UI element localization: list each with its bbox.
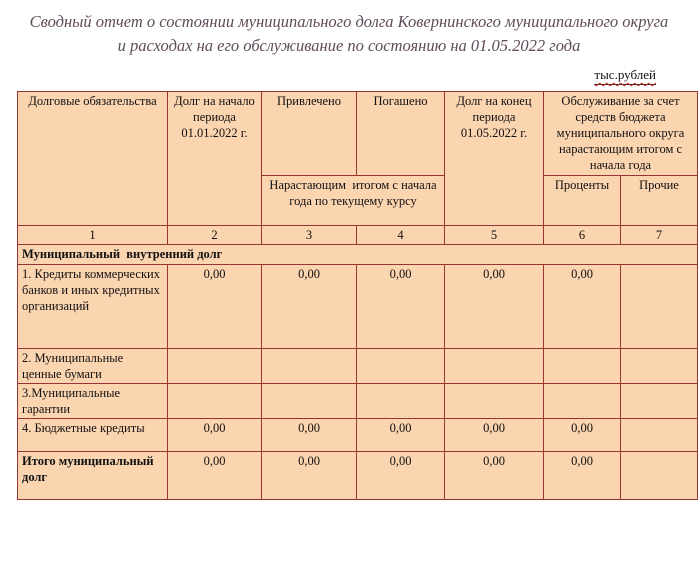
table-row-budget-credits: 4. Бюджетные кредиты 0,00 0,00 0,00 0,00… [17, 417, 698, 452]
header-row-1: Долговые обязательства Долг на начало пе… [17, 90, 698, 226]
row-label: 1. Кредиты коммерческих банков и иных кр… [17, 263, 168, 349]
value-cell [620, 347, 698, 384]
column-number: 4 [356, 224, 445, 245]
value-cell: 0,00 [444, 450, 544, 500]
row-label: Итого муниципальный долг [17, 450, 168, 500]
value-cell: 0,00 [356, 263, 445, 349]
value-cell: 0,00 [543, 450, 621, 500]
value-cell [543, 347, 621, 384]
header-cell-raised: Привлечено [261, 90, 357, 176]
table-row-commercial-credits: 1. Кредиты коммерческих банков и иных кр… [17, 263, 698, 349]
value-cell: 0,00 [167, 263, 262, 349]
section-title: Муниципальный внутренний долг [17, 243, 698, 265]
value-cell: 0,00 [261, 263, 357, 349]
column-number: 3 [261, 224, 357, 245]
value-cell: 0,00 [261, 417, 357, 452]
column-number: 1 [17, 224, 168, 245]
value-cell [620, 263, 698, 349]
value-cell [543, 382, 621, 419]
value-cell [444, 347, 544, 384]
value-cell: 0,00 [543, 417, 621, 452]
section-row-internal-debt: Муниципальный внутренний долг [17, 243, 698, 265]
value-cell: 0,00 [543, 263, 621, 349]
table-row-municipal-securities: 2. Муниципальные ценные бумаги [17, 347, 698, 384]
value-cell: 0,00 [261, 450, 357, 500]
header-cell-interest: Проценты [543, 174, 621, 226]
table-row-municipal-guarantees: 3.Муниципальные гарантии [17, 382, 698, 419]
value-cell: 0,00 [444, 263, 544, 349]
row-label: 4. Бюджетные кредиты [17, 417, 168, 452]
value-cell: 0,00 [356, 450, 445, 500]
column-number: 7 [620, 224, 698, 245]
value-cell [356, 382, 445, 419]
value-cell [167, 347, 262, 384]
row-label: 2. Муниципальные ценные бумаги [17, 347, 168, 384]
header-cell-other: Прочие [620, 174, 698, 226]
header-cell-cumulative: Нарастающим итогом с начала года по теку… [261, 174, 445, 226]
units-row: тыс.рублей [0, 67, 656, 85]
column-numbers-row: 1 2 3 4 5 6 7 [17, 224, 698, 245]
value-cell [261, 347, 357, 384]
header-cell-debt-end: Долг на конец периода 01.05.2022 г. [444, 90, 544, 226]
value-cell [356, 347, 445, 384]
value-cell: 0,00 [356, 417, 445, 452]
page-title: Сводный отчет о состоянии муниципального… [29, 12, 669, 55]
value-cell [261, 382, 357, 419]
debt-report-table: Долговые обязательства Долг на начало пе… [17, 90, 698, 500]
value-cell [620, 417, 698, 452]
header-cell-service-group: Обслуживание за счет средств бюджета мун… [543, 90, 698, 176]
column-number: 5 [444, 224, 544, 245]
value-cell [620, 450, 698, 500]
units-label: тыс.рублей [594, 67, 656, 85]
header-cell-obligations: Долговые обязательства [17, 90, 168, 226]
header-row-2: Нарастающим итогом с начала года по теку… [18, 174, 698, 226]
value-cell [620, 382, 698, 419]
table-row-total-municipal-debt: Итого муниципальный долг 0,00 0,00 0,00 … [17, 450, 698, 500]
header-cell-debt-start: Долг на начало периода 01.01.2022 г. [167, 90, 262, 226]
value-cell: 0,00 [167, 417, 262, 452]
value-cell: 0,00 [444, 417, 544, 452]
value-cell [444, 382, 544, 419]
header-cell-repaid: Погашено [356, 90, 445, 176]
column-number: 6 [543, 224, 621, 245]
column-number: 2 [167, 224, 262, 245]
value-cell [167, 382, 262, 419]
row-label: 3.Муниципальные гарантии [17, 382, 168, 419]
value-cell: 0,00 [167, 450, 262, 500]
